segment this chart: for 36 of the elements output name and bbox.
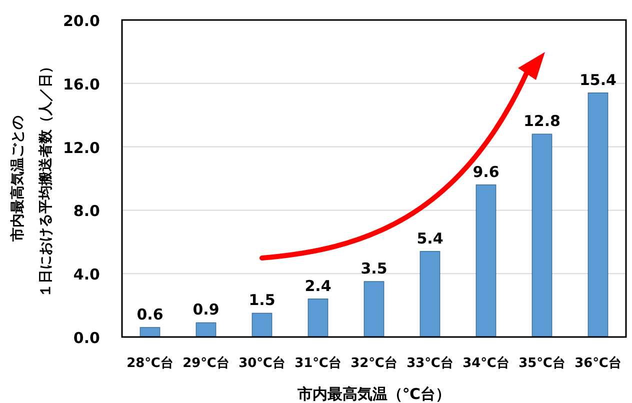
bar [476,184,496,338]
y-tick-label: 0.0 [73,329,100,347]
data-label: 12.8 [523,112,561,130]
bar [364,281,384,338]
x-axis-title: 市内最高気温（℃台） [296,385,451,403]
bar [588,92,608,338]
x-tick-label: 31℃台 [294,355,342,371]
data-label: 0.9 [192,300,220,319]
x-tick-label: 34℃台 [462,355,510,371]
x-tick-label: 35℃台 [518,355,566,371]
x-tick-label: 30℃台 [238,355,286,371]
y-tick-label: 16.0 [62,75,100,94]
y-tick-label: 8.0 [73,202,100,220]
data-label: 3.5 [360,260,388,278]
text: 市内最高気温ごとの [10,116,26,242]
x-tick-label: 36℃台 [574,355,622,371]
x-tick-label: 32℃台 [350,355,398,371]
data-label: 0.6 [136,305,164,324]
data-label: 1.5 [248,291,276,310]
x-tick-label: 33℃台 [406,355,454,371]
bar [140,327,160,338]
data-label: 2.4 [304,276,332,295]
data-label: 5.4 [416,229,444,248]
bar [420,251,440,338]
x-tick-label: 29℃台 [182,355,230,371]
y-tick-label: 20.0 [62,12,100,30]
data-label: 15.4 [579,70,617,89]
bar [196,322,216,338]
bar [252,312,272,338]
y-tick-label: 12.0 [62,138,100,157]
x-tick-label: 28℃台 [126,355,174,371]
y-tick-label: 4.0 [73,266,100,284]
text: １日における平均搬送者数（人／日） [38,60,54,298]
data-label: 9.6 [472,162,500,181]
bar [308,298,328,338]
bar [532,134,552,338]
